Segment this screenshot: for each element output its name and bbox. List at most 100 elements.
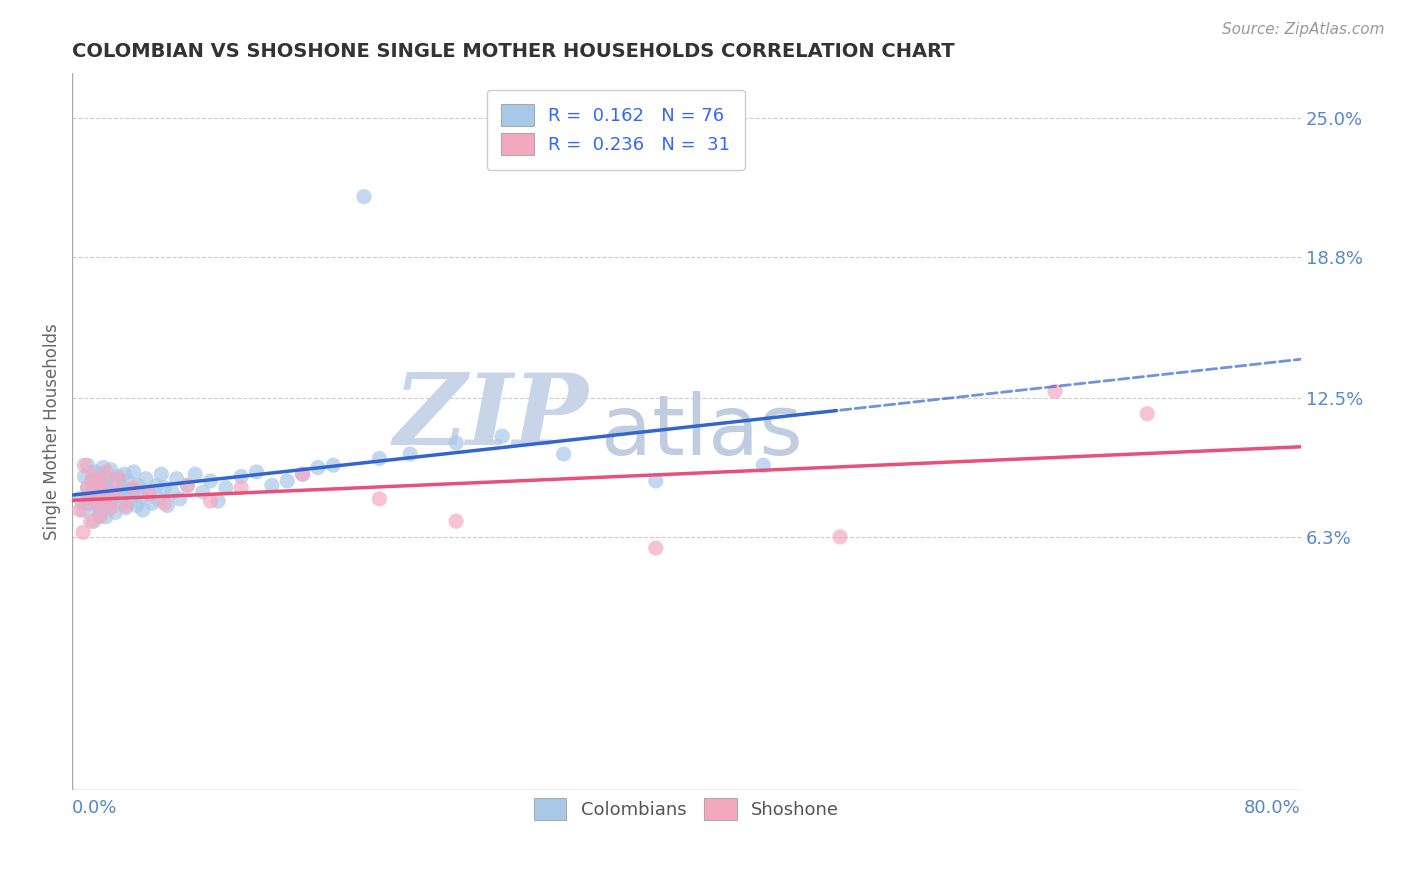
Point	[145, 478, 167, 492]
Point	[153, 481, 176, 495]
Text: Source: ZipAtlas.com: Source: ZipAtlas.com	[1222, 22, 1385, 37]
Point	[148, 491, 170, 506]
Point	[79, 487, 101, 501]
Point	[76, 481, 98, 495]
Point	[260, 478, 283, 492]
Point	[115, 499, 138, 513]
Point	[82, 469, 104, 483]
Point	[245, 465, 267, 479]
Point	[91, 481, 114, 495]
Point	[84, 496, 107, 510]
Point	[752, 458, 775, 473]
Point	[160, 485, 183, 500]
Point	[141, 496, 163, 510]
Point	[115, 500, 138, 515]
Point	[107, 487, 129, 501]
Text: atlas: atlas	[600, 392, 803, 472]
Point	[96, 472, 118, 486]
Point	[98, 485, 121, 500]
Y-axis label: Single Mother Households: Single Mother Households	[44, 323, 60, 540]
Point	[169, 491, 191, 506]
Point	[91, 499, 114, 513]
Point	[107, 469, 129, 483]
Point	[215, 481, 238, 495]
Point	[76, 491, 98, 506]
Point	[138, 485, 160, 500]
Point	[1043, 384, 1066, 399]
Point	[491, 429, 513, 443]
Point	[368, 491, 391, 506]
Point	[89, 508, 111, 522]
Point	[399, 447, 422, 461]
Point	[76, 481, 98, 495]
Point	[353, 189, 375, 203]
Text: COLOMBIAN VS SHOSHONE SINGLE MOTHER HOUSEHOLDS CORRELATION CHART: COLOMBIAN VS SHOSHONE SINGLE MOTHER HOUS…	[72, 42, 955, 61]
Point	[73, 469, 96, 483]
Point	[122, 481, 145, 495]
Point	[444, 514, 467, 528]
Point	[176, 478, 198, 492]
Point	[153, 496, 176, 510]
Point	[86, 494, 108, 508]
Point	[93, 494, 115, 508]
Point	[115, 485, 138, 500]
Point	[184, 467, 207, 482]
Point	[125, 499, 148, 513]
Point	[231, 481, 253, 495]
Point	[444, 435, 467, 450]
Point	[368, 451, 391, 466]
Point	[322, 458, 344, 473]
Point	[166, 472, 188, 486]
Point	[100, 463, 122, 477]
Point	[103, 476, 125, 491]
Point	[191, 485, 214, 500]
Point	[107, 472, 129, 486]
Point	[83, 514, 105, 528]
Point	[138, 487, 160, 501]
Point	[207, 494, 229, 508]
Point	[104, 505, 127, 519]
Point	[111, 481, 134, 495]
Point	[131, 490, 153, 504]
Point	[86, 485, 108, 500]
Point	[1136, 407, 1159, 421]
Point	[120, 494, 142, 508]
Point	[122, 465, 145, 479]
Point	[82, 474, 104, 488]
Point	[117, 474, 139, 488]
Point	[644, 474, 666, 488]
Point	[87, 476, 110, 491]
Point	[291, 467, 314, 482]
Point	[91, 478, 114, 492]
Point	[104, 485, 127, 500]
Point	[94, 509, 117, 524]
Text: 80.0%: 80.0%	[1244, 799, 1301, 817]
Point	[89, 509, 111, 524]
Point	[89, 467, 111, 482]
Point	[94, 478, 117, 492]
Point	[73, 458, 96, 473]
Point	[200, 474, 222, 488]
Point	[231, 469, 253, 483]
Point	[79, 514, 101, 528]
Point	[276, 474, 298, 488]
Point	[150, 467, 173, 482]
Point	[101, 491, 124, 506]
Point	[76, 458, 98, 473]
Point	[84, 500, 107, 515]
Point	[84, 465, 107, 479]
Point	[69, 503, 91, 517]
Point	[127, 478, 149, 492]
Point	[156, 499, 179, 513]
Point	[200, 494, 222, 508]
Point	[176, 478, 198, 492]
Point	[553, 447, 575, 461]
Point	[828, 530, 851, 544]
Point	[100, 500, 122, 515]
Point	[91, 460, 114, 475]
Point	[72, 525, 94, 540]
Point	[69, 491, 91, 506]
Point	[291, 467, 314, 482]
Point	[72, 503, 94, 517]
Text: ZIP: ZIP	[394, 369, 588, 466]
